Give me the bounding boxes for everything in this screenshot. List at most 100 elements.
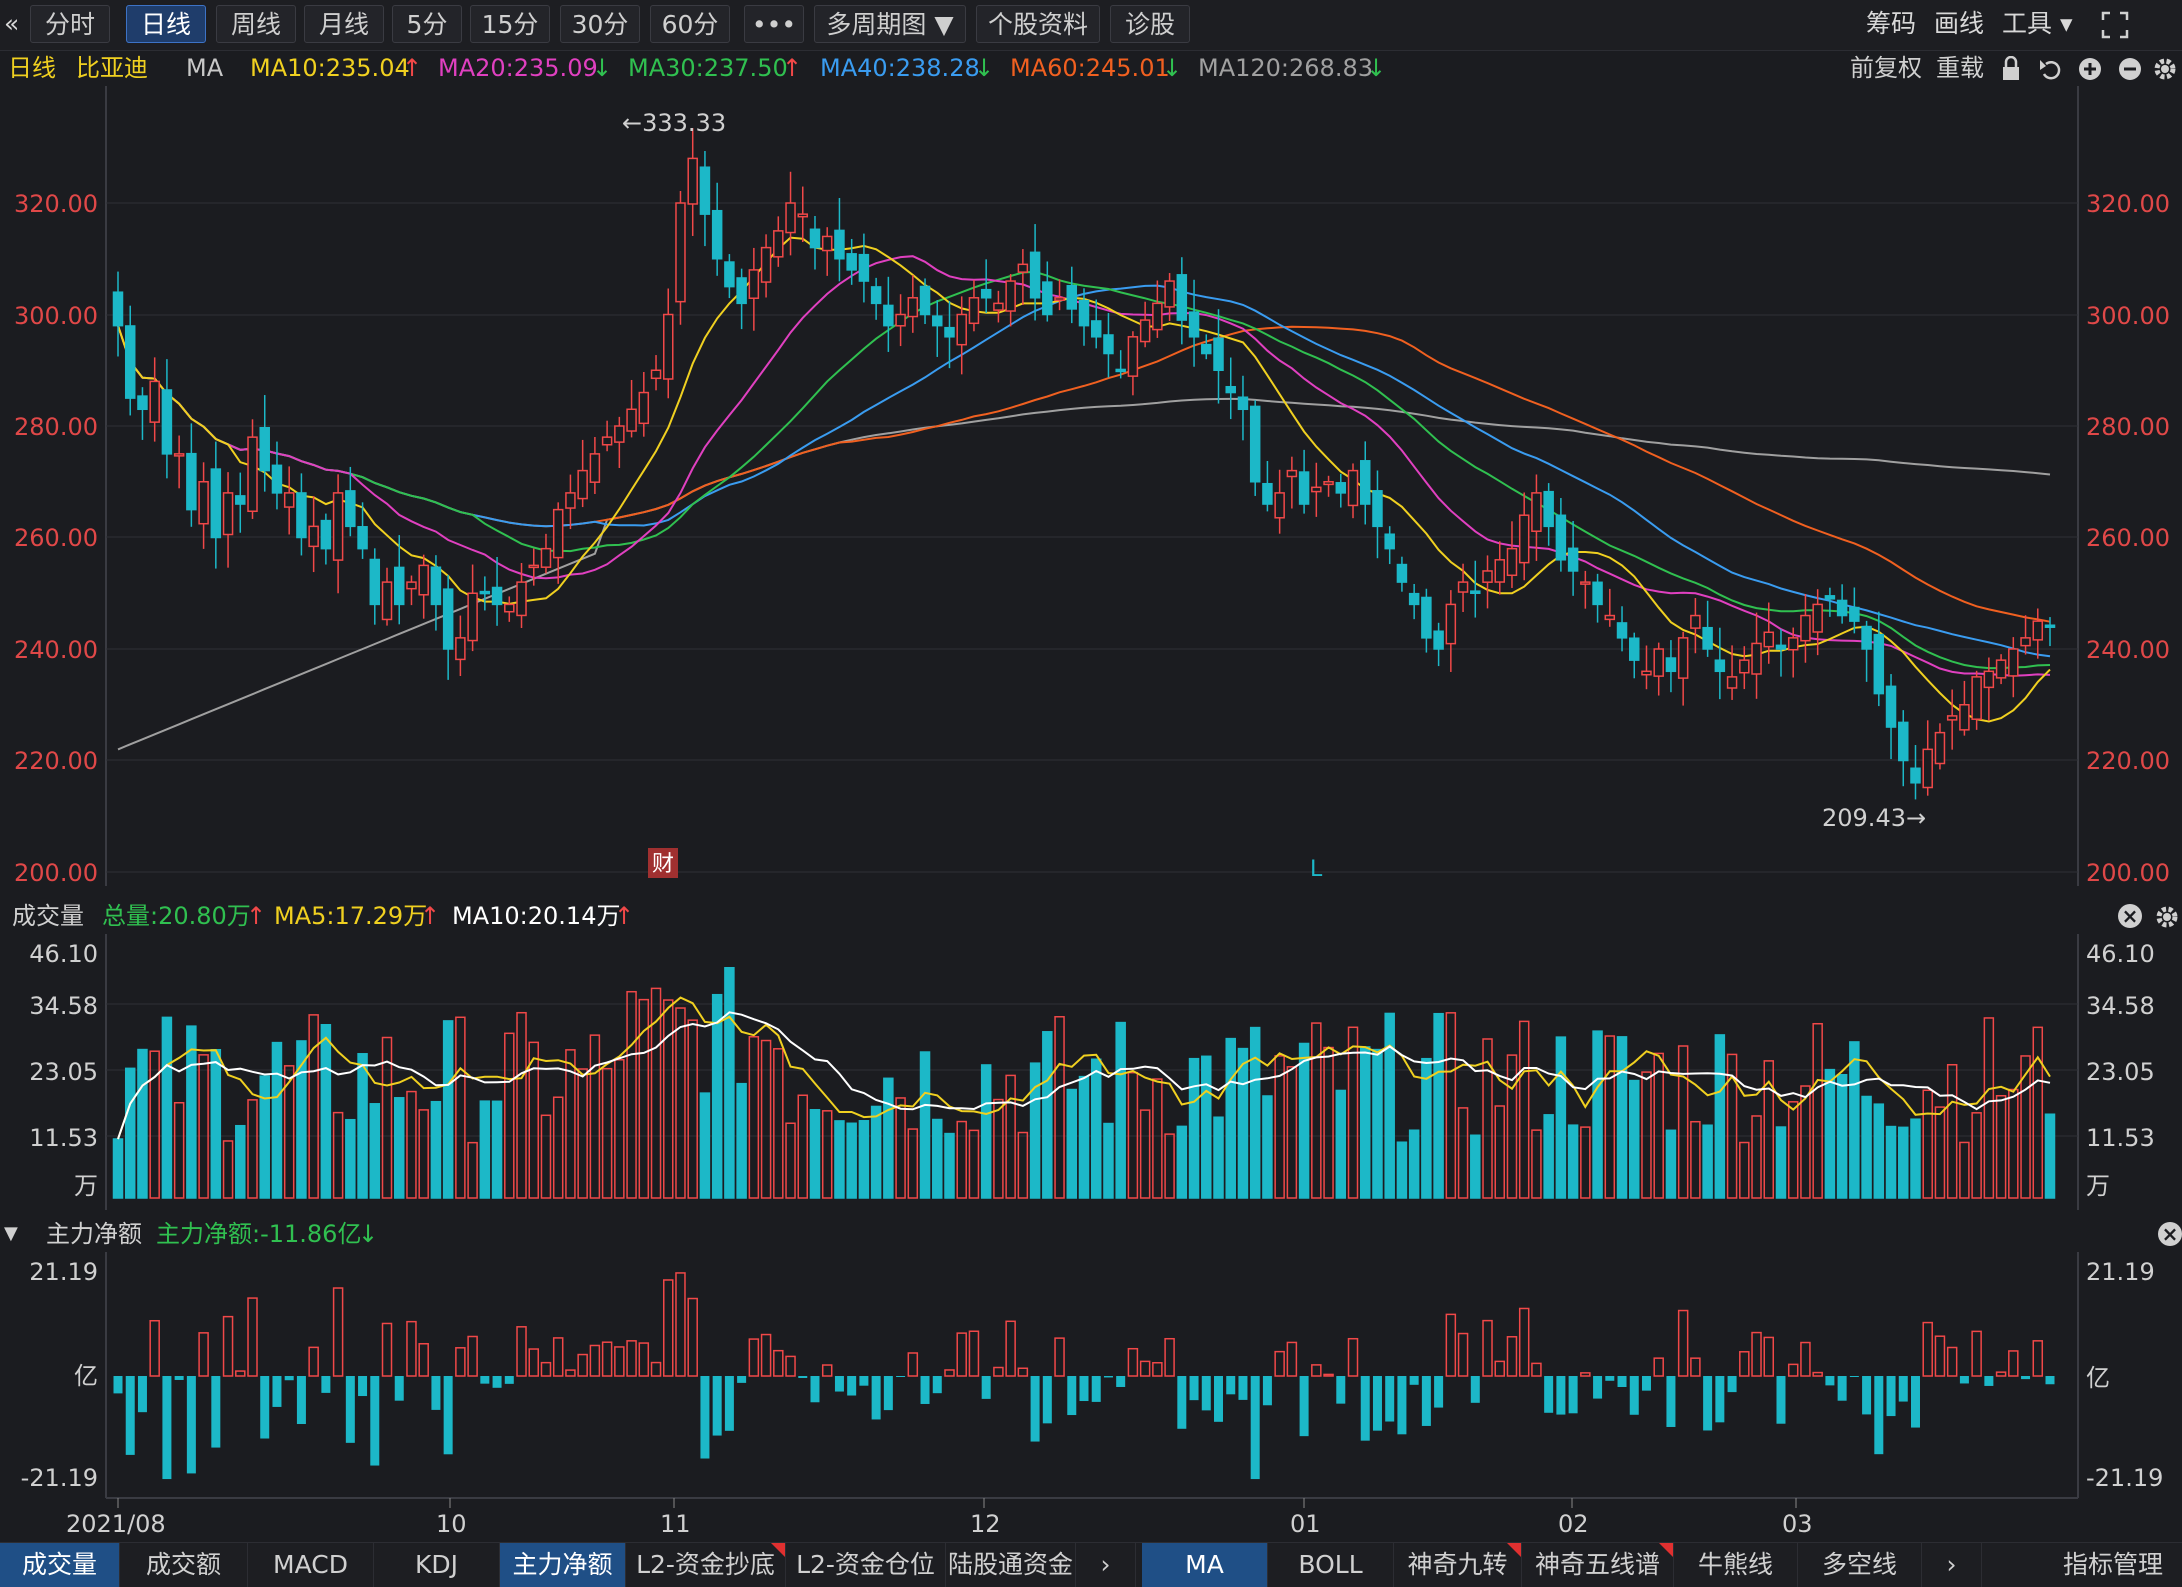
volume-bar: [1005, 1074, 1016, 1199]
tab-long-short[interactable]: 多空线: [1798, 1543, 1922, 1587]
tab-fenshi[interactable]: 分时: [30, 5, 110, 43]
flow-bar: [1580, 1372, 1591, 1377]
zoom-in-icon[interactable]: [2079, 58, 2101, 80]
volume-bar: [320, 1024, 332, 1199]
ma60-value: MA60:245.01: [1010, 54, 1170, 82]
flow-bar: [186, 1376, 196, 1474]
candle: [907, 275, 919, 333]
candle: [1739, 646, 1750, 690]
vol-tick-11-right: 11.53: [2086, 1124, 2155, 1152]
gear-icon[interactable]: [2154, 58, 2176, 80]
lock-icon[interactable]: [2003, 56, 2019, 80]
adjust-button[interactable]: 前复权: [1850, 54, 1922, 82]
candle: [1946, 689, 1958, 750]
flow-bar: [1226, 1376, 1236, 1395]
finance-marker-label: 财: [652, 852, 674, 877]
tab-boll[interactable]: BOLL: [1268, 1543, 1394, 1587]
candle: [1457, 563, 1469, 613]
candle-body: [907, 297, 919, 318]
volume-bar: [418, 1109, 429, 1199]
diagnose-button[interactable]: 诊股: [1110, 5, 1190, 43]
flow-bar: [1372, 1376, 1382, 1431]
finance-marker[interactable]: [648, 848, 678, 878]
close-icon[interactable]: ×: [2158, 1222, 2182, 1246]
candle-body: [1323, 481, 1334, 486]
flow-title[interactable]: 主力净额: [46, 1220, 142, 1248]
chips-button[interactable]: 筹码: [1866, 9, 1917, 38]
price-tick-260-right: 260.00: [2086, 524, 2170, 552]
tab-bull-bear[interactable]: 牛熊线: [1674, 1543, 1798, 1587]
volume-bar: [1922, 1089, 1933, 1199]
volume-bar: [1042, 1031, 1053, 1199]
flow-bar: [993, 1366, 1004, 1377]
flow-bar: [480, 1376, 490, 1384]
tab-volume[interactable]: 成交量: [0, 1543, 120, 1587]
volume-bar: [137, 1048, 148, 1199]
main-flow-chart[interactable]: 21.19 亿 -21.19 21.19 亿 -21.19 2021/08 10…: [0, 1252, 2182, 1542]
flow-bar: [552, 1337, 564, 1377]
l-marker[interactable]: L: [1310, 857, 1323, 882]
fullscreen-icon[interactable]: [2100, 10, 2130, 40]
candle-body: [785, 202, 796, 234]
tab-60min[interactable]: 60分: [650, 5, 730, 43]
indicator-manage-button[interactable]: 指标管理: [2062, 1550, 2163, 1579]
price-chart[interactable]: 320.00 300.00 280.00 260.00 240.00 220.0…: [0, 86, 2182, 890]
undo-icon[interactable]: [2040, 60, 2061, 80]
volume-bar: [968, 1129, 980, 1199]
tab-main-flow[interactable]: 主力净额: [500, 1543, 626, 1587]
tab-magic-five[interactable]: 神奇五线谱: [1522, 1543, 1674, 1587]
flow-bar: [847, 1376, 857, 1396]
candle: [2020, 615, 2031, 655]
date-label-2021-08: 2021/08: [66, 1510, 166, 1538]
vol-tick-23: 23.05: [29, 1058, 98, 1086]
indicator-name[interactable]: MA: [186, 54, 224, 82]
candle-body: [1567, 547, 1579, 572]
candle: [919, 278, 931, 325]
volume-bar: [198, 1054, 209, 1199]
tab-30min[interactable]: 30分: [560, 5, 640, 43]
more-tabs-arrow[interactable]: ›: [1076, 1543, 1136, 1587]
zoom-out-icon[interactable]: [2119, 58, 2141, 80]
candle: [1274, 469, 1285, 534]
candle: [320, 513, 332, 565]
tab-zhouxian[interactable]: 周线: [216, 5, 296, 43]
candle: [1201, 334, 1212, 360]
gear-icon[interactable]: [2154, 904, 2180, 930]
tools-button[interactable]: 工具 ▾: [2002, 9, 2073, 38]
tab-magic-nine[interactable]: 神奇九转: [1394, 1543, 1522, 1587]
volume-title[interactable]: 成交量: [12, 902, 84, 930]
candle-body: [1176, 274, 1188, 321]
stock-profile-button[interactable]: 个股资料: [976, 5, 1100, 43]
draw-button[interactable]: 画线: [1934, 9, 1985, 38]
tab-turnover[interactable]: 成交额: [120, 1543, 248, 1587]
tab-ma[interactable]: MA: [1142, 1543, 1268, 1587]
reload-button[interactable]: 重载: [1936, 54, 1984, 82]
tab-5min[interactable]: 5分: [392, 5, 462, 43]
tab-15min[interactable]: 15分: [470, 5, 550, 43]
tab-macd[interactable]: MACD: [248, 1543, 374, 1587]
price-tick-300-right: 300.00: [2086, 302, 2170, 330]
candle: [124, 305, 136, 416]
volume-bar: [650, 987, 662, 1199]
candle-body: [1359, 460, 1371, 505]
tab-l2-position[interactable]: L2-资金仓位: [786, 1543, 946, 1587]
flow-bar: [272, 1376, 282, 1407]
tab-kdj[interactable]: KDJ: [374, 1543, 500, 1587]
flow-bar: [859, 1376, 869, 1386]
volume-chart[interactable]: 46.10 34.58 23.05 11.53 万 46.10 34.58 23…: [0, 934, 2182, 1210]
close-icon[interactable]: ×: [2118, 904, 2142, 928]
collapse-left-icon[interactable]: «: [4, 9, 20, 38]
candle-body: [870, 286, 882, 305]
tab-l2-bottom-fishing[interactable]: L2-资金抄底: [626, 1543, 786, 1587]
tab-northbound[interactable]: 陆股通资金: [946, 1543, 1076, 1587]
candle-body: [944, 326, 955, 338]
candle-body: [980, 288, 992, 299]
collapse-triangle-icon[interactable]: ▼: [4, 1223, 18, 1244]
tab-yuexian[interactable]: 月线: [304, 5, 384, 43]
more-tabs-arrow-right[interactable]: ›: [1922, 1543, 1982, 1587]
multi-period-dropdown[interactable]: 多周期图 ▼: [814, 5, 966, 43]
candle-body: [186, 452, 197, 511]
more-periods-button[interactable]: •••: [744, 5, 804, 43]
candle-body: [1592, 581, 1603, 606]
tab-rixian[interactable]: 日线: [126, 5, 206, 43]
